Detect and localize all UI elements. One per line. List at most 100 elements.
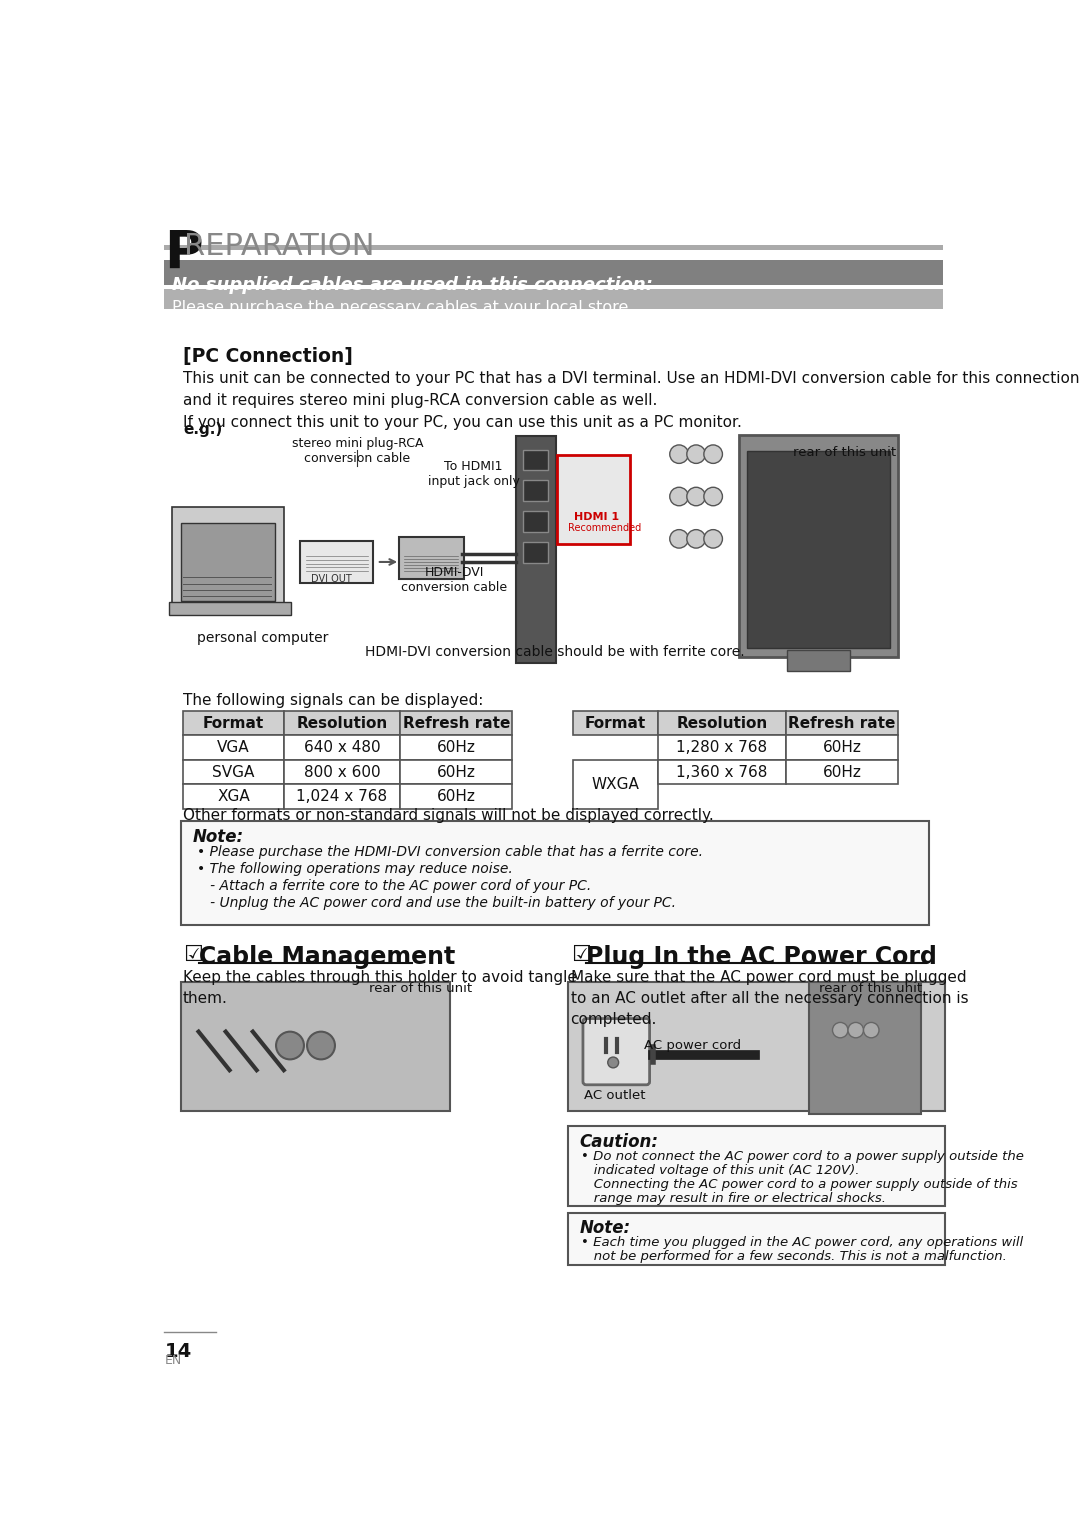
FancyBboxPatch shape	[739, 435, 899, 656]
Text: Note:: Note:	[580, 1219, 631, 1236]
Text: VGA: VGA	[217, 740, 249, 755]
Text: Connecting the AC power cord to a power supply outside of this: Connecting the AC power cord to a power …	[581, 1178, 1018, 1190]
FancyBboxPatch shape	[568, 981, 945, 1111]
FancyBboxPatch shape	[400, 784, 512, 809]
Circle shape	[833, 1022, 848, 1038]
FancyBboxPatch shape	[400, 736, 512, 760]
Text: Keep the cables through this holder to avoid tangle
them.: Keep the cables through this holder to a…	[183, 971, 577, 1006]
FancyBboxPatch shape	[747, 452, 890, 649]
Circle shape	[687, 487, 705, 505]
Circle shape	[608, 1058, 619, 1068]
Text: rear of this unit: rear of this unit	[819, 981, 921, 995]
FancyBboxPatch shape	[572, 760, 658, 809]
Text: indicated voltage of this unit (AC 120V).: indicated voltage of this unit (AC 120V)…	[581, 1164, 860, 1177]
FancyBboxPatch shape	[568, 1126, 945, 1207]
FancyBboxPatch shape	[183, 760, 284, 784]
Text: SVGA: SVGA	[213, 765, 255, 780]
FancyBboxPatch shape	[172, 507, 284, 610]
FancyBboxPatch shape	[170, 601, 291, 615]
Text: DVI OUT: DVI OUT	[311, 574, 352, 583]
FancyBboxPatch shape	[300, 542, 373, 583]
Circle shape	[704, 446, 723, 464]
FancyBboxPatch shape	[786, 650, 850, 670]
FancyBboxPatch shape	[786, 736, 899, 760]
Text: AC power cord: AC power cord	[645, 1039, 742, 1053]
Text: No supplied cables are used in this connection:: No supplied cables are used in this conn…	[172, 276, 653, 293]
FancyBboxPatch shape	[809, 983, 921, 1114]
Text: HDMI-DVI
conversion cable: HDMI-DVI conversion cable	[402, 566, 508, 594]
Text: Format: Format	[585, 716, 646, 731]
FancyBboxPatch shape	[658, 760, 786, 784]
FancyBboxPatch shape	[164, 290, 943, 310]
Text: EN: EN	[164, 1354, 181, 1366]
FancyBboxPatch shape	[400, 711, 512, 736]
FancyBboxPatch shape	[400, 760, 512, 784]
Circle shape	[687, 446, 705, 464]
FancyBboxPatch shape	[164, 244, 943, 250]
FancyBboxPatch shape	[180, 981, 450, 1111]
Text: 60Hz: 60Hz	[823, 765, 862, 780]
Text: - Attach a ferrite core to the AC power cord of your PC.: - Attach a ferrite core to the AC power …	[197, 879, 591, 893]
Text: WXGA: WXGA	[592, 777, 639, 792]
Circle shape	[704, 487, 723, 505]
Text: not be performed for a few seconds. This is not a malfunction.: not be performed for a few seconds. This…	[581, 1250, 1008, 1264]
Text: HDMI-DVI conversion cable should be with ferrite core.: HDMI-DVI conversion cable should be with…	[365, 645, 745, 659]
Text: rear of this unit: rear of this unit	[369, 981, 472, 995]
Text: range may result in fire or electrical shocks.: range may result in fire or electrical s…	[581, 1192, 887, 1206]
Text: P: P	[164, 227, 203, 279]
FancyBboxPatch shape	[658, 711, 786, 736]
FancyBboxPatch shape	[284, 736, 400, 760]
Text: 60Hz: 60Hz	[823, 740, 862, 755]
Text: AC outlet: AC outlet	[584, 1090, 646, 1102]
Text: Resolution: Resolution	[676, 716, 768, 731]
Text: Refresh rate: Refresh rate	[403, 716, 510, 731]
Text: • Do not connect the AC power cord to a power supply outside the: • Do not connect the AC power cord to a …	[581, 1151, 1024, 1163]
Circle shape	[687, 530, 705, 548]
Text: Refresh rate: Refresh rate	[788, 716, 896, 731]
FancyBboxPatch shape	[284, 760, 400, 784]
Text: ☑: ☑	[183, 946, 203, 966]
FancyBboxPatch shape	[583, 1018, 649, 1085]
Text: 1,360 x 768: 1,360 x 768	[676, 765, 768, 780]
FancyBboxPatch shape	[183, 784, 284, 809]
FancyBboxPatch shape	[557, 455, 631, 545]
Text: Other formats or non-standard signals will not be displayed correctly.: Other formats or non-standard signals wi…	[183, 809, 714, 824]
Text: HDMI 1: HDMI 1	[575, 511, 620, 522]
Text: Resolution: Resolution	[296, 716, 388, 731]
FancyBboxPatch shape	[524, 481, 548, 501]
FancyBboxPatch shape	[183, 736, 284, 760]
Text: 60Hz: 60Hz	[436, 765, 475, 780]
Text: 1,280 x 768: 1,280 x 768	[676, 740, 768, 755]
FancyBboxPatch shape	[284, 711, 400, 736]
Text: This unit can be connected to your PC that has a DVI terminal. Use an HDMI-DVI c: This unit can be connected to your PC th…	[183, 371, 1080, 430]
Circle shape	[276, 1032, 303, 1059]
Text: 640 x 480: 640 x 480	[303, 740, 380, 755]
Text: [PC Connection]: [PC Connection]	[183, 346, 353, 366]
Text: 60Hz: 60Hz	[436, 740, 475, 755]
Text: Plug In the AC Power Cord: Plug In the AC Power Cord	[586, 946, 937, 969]
Text: XGA: XGA	[217, 789, 249, 804]
Text: rear of this unit: rear of this unit	[793, 447, 896, 459]
Text: • The following operations may reduce noise.: • The following operations may reduce no…	[197, 862, 513, 876]
Text: Caution:: Caution:	[580, 1132, 659, 1151]
FancyBboxPatch shape	[658, 736, 786, 760]
FancyBboxPatch shape	[183, 711, 284, 736]
FancyBboxPatch shape	[399, 537, 463, 578]
Text: The following signals can be displayed:: The following signals can be displayed:	[183, 693, 484, 708]
Text: 1,024 x 768: 1,024 x 768	[296, 789, 388, 804]
FancyBboxPatch shape	[524, 450, 548, 470]
Text: To HDMI1
input jack only: To HDMI1 input jack only	[428, 461, 519, 488]
FancyBboxPatch shape	[568, 1213, 945, 1265]
Text: stereo mini plug-RCA
conversion cable: stereo mini plug-RCA conversion cable	[292, 438, 423, 465]
FancyBboxPatch shape	[180, 523, 275, 601]
Text: 800 x 600: 800 x 600	[303, 765, 380, 780]
Text: • Please purchase the HDMI-DVI conversion cable that has a ferrite core.: • Please purchase the HDMI-DVI conversio…	[197, 845, 703, 859]
Text: Format: Format	[203, 716, 264, 731]
Circle shape	[670, 446, 688, 464]
Circle shape	[307, 1032, 335, 1059]
Text: ☑: ☑	[570, 946, 591, 966]
FancyBboxPatch shape	[524, 542, 548, 563]
Text: Cable Management: Cable Management	[199, 946, 455, 969]
FancyBboxPatch shape	[572, 711, 658, 736]
Text: 60Hz: 60Hz	[436, 789, 475, 804]
